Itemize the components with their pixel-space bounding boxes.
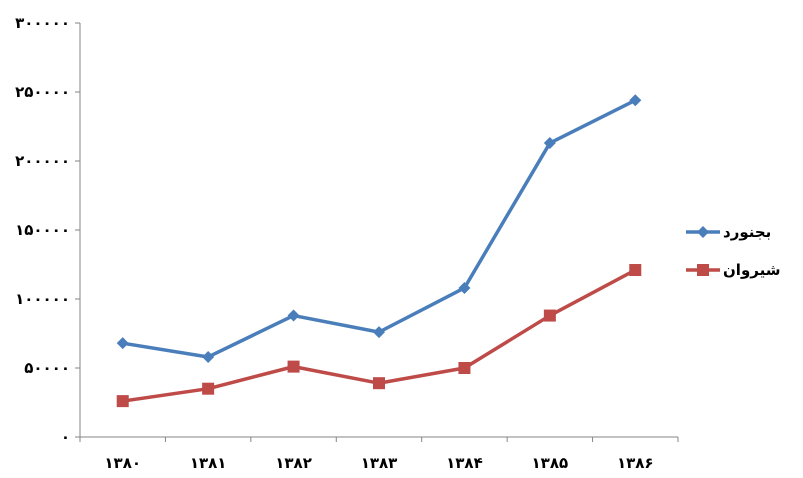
series-group (116, 94, 642, 408)
legend-marker (697, 226, 709, 238)
legend-label: بجنورد (723, 223, 771, 241)
x-tick-label: ۱۳۸۲ (275, 454, 312, 472)
data-point (287, 360, 300, 373)
data-point (629, 264, 642, 277)
y-tick-label: ۳۰۰۰۰۰ (15, 14, 70, 32)
legend-marker (697, 264, 709, 276)
data-point (458, 362, 471, 374)
x-tick-label: ۱۳۸۶ (617, 454, 654, 472)
y-axis-ticks: ۰ ۵۰۰۰۰ ۱۰۰۰۰۰ ۱۵۰۰۰۰ ۲۰۰۰۰۰ ۲۵۰۰۰۰ ۳۰۰۰۰۰ (15, 14, 80, 446)
x-tick-label: ۱۳۸۳ (361, 454, 398, 472)
data-point (458, 281, 471, 294)
x-tick-label: ۱۳۸۴ (446, 454, 483, 472)
y-tick-label: ۰ (61, 428, 70, 446)
legend-label: شیروان (723, 261, 780, 279)
x-tick-label: ۱۳۸۱ (190, 454, 227, 472)
data-point (202, 350, 215, 363)
series-2 (116, 264, 642, 408)
y-tick-label: ۲۵۰۰۰۰ (15, 83, 70, 101)
y-tick-label: ۵۰۰۰۰ (24, 359, 70, 377)
data-point (116, 337, 129, 350)
y-tick-label: ۲۰۰۰۰۰ (15, 152, 70, 170)
data-point (629, 94, 642, 107)
y-tick-label: ۱۰۰۰۰۰ (15, 290, 70, 308)
data-point (373, 326, 385, 339)
legend: بجنورد شیروان (686, 223, 780, 279)
x-axis-ticks: ۱۳۸۰ ۱۳۸۱ ۱۳۸۲ ۱۳۸۳ ۱۳۸۴ ۱۳۸۵ ۱۳۸۶ (79, 437, 679, 472)
legend-item: شیروان (686, 261, 780, 279)
series-line (122, 98, 637, 359)
data-point (373, 377, 385, 390)
data-point (116, 395, 129, 408)
axes (79, 23, 678, 438)
data-point (543, 137, 556, 150)
x-tick-label: ۱۳۸۰ (104, 454, 141, 472)
legend-item: بجنورد (686, 223, 771, 241)
x-tick-label: ۱۳۸۵ (532, 454, 569, 472)
data-point (543, 309, 556, 322)
data-point (287, 309, 300, 322)
series-1 (116, 94, 642, 363)
data-point (202, 382, 215, 395)
y-tick-label: ۱۵۰۰۰۰ (15, 221, 70, 239)
